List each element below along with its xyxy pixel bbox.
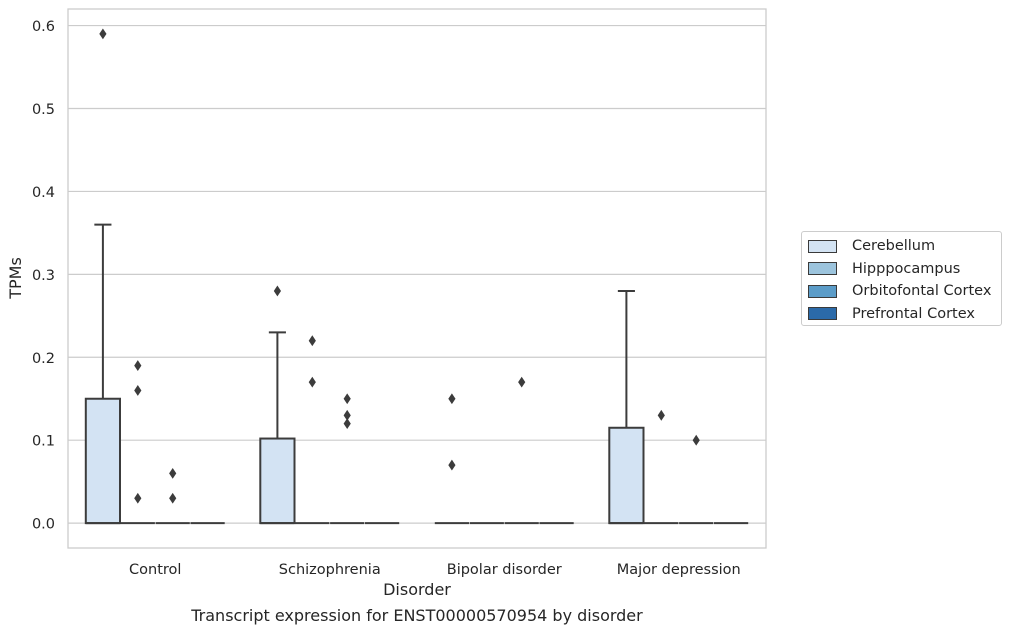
- legend-label: Prefrontal Cortex: [852, 305, 975, 322]
- box-2-3: [679, 434, 714, 525]
- legend-item-prefrontal-cortex: Prefrontal Cortex: [808, 303, 1001, 326]
- outlier-point: [134, 492, 142, 504]
- outlier-point: [692, 434, 700, 446]
- y-tick-label: 0.4: [32, 185, 55, 201]
- legend-swatch: [808, 239, 837, 253]
- outlier-point: [99, 28, 107, 40]
- box-1-1: [295, 335, 330, 525]
- x-tick-label: Control: [129, 562, 181, 578]
- y-tick-label: 0.0: [32, 517, 55, 533]
- box-0-1: [259, 285, 296, 525]
- outlier-point: [134, 360, 142, 371]
- figure-caption: Transcript expression for ENST0000057095…: [191, 606, 643, 625]
- outlier-point: [343, 418, 351, 430]
- grid-lines: [68, 24, 766, 524]
- outlier-point: [343, 409, 351, 421]
- box-0-3: [608, 289, 645, 525]
- x-tick-label: Bipolar disorder: [447, 562, 562, 578]
- legend-swatch: [808, 284, 837, 298]
- outlier-point: [448, 393, 456, 405]
- outlier-point: [308, 376, 316, 388]
- legend-item-orbitofrontal-cortex: Orbitofontal Cortex: [808, 280, 1001, 303]
- box-0-0: [84, 28, 122, 525]
- y-tick-label: 0.5: [32, 102, 55, 118]
- x-axis-label: Disorder: [383, 580, 451, 599]
- box-rect: [84, 397, 122, 525]
- box-rect: [608, 426, 645, 525]
- box-2-1: [330, 393, 365, 525]
- x-tick-label: Major depression: [617, 562, 741, 578]
- outlier-point: [273, 285, 281, 297]
- legend-item-hippocampus: Hipppocampus: [808, 258, 1001, 281]
- box-series: [84, 28, 749, 525]
- box-1-3: [644, 409, 679, 525]
- legend: Cerebellum Hipppocampus Orbitofontal Cor…: [801, 231, 1002, 326]
- x-axis-ticks: Control Schizophrenia Bipolar disorder Majo…: [129, 562, 741, 578]
- box-1-0: [120, 360, 155, 525]
- y-tick-label: 0.1: [32, 434, 55, 450]
- legend-swatch: [808, 307, 837, 321]
- y-tick-label: 0.2: [32, 351, 55, 367]
- box-2-0: [155, 467, 190, 525]
- box-2-2: [504, 376, 539, 525]
- outlier-point: [448, 459, 456, 471]
- y-tick-label: 0.3: [32, 268, 55, 284]
- outlier-point: [657, 409, 665, 421]
- box-0-2: [434, 393, 470, 525]
- y-axis-label: TPMs: [6, 257, 25, 300]
- legend-item-cerebellum: Cerebellum: [808, 235, 1001, 258]
- outlier-point: [134, 385, 142, 396]
- plot-area: [67, 8, 767, 549]
- outlier-point: [169, 492, 177, 504]
- legend-swatch: [808, 262, 837, 276]
- outlier-point: [308, 335, 316, 347]
- y-axis-ticks: 0.0 0.1 0.2 0.3 0.4 0.5 0.6: [32, 19, 55, 533]
- legend-label: Orbitofontal Cortex: [852, 283, 992, 300]
- outlier-point: [343, 393, 351, 405]
- box-rect: [259, 437, 296, 525]
- legend-label: Cerebellum: [852, 238, 936, 255]
- y-tick-label: 0.6: [32, 19, 55, 35]
- outlier-point: [169, 467, 177, 479]
- outlier-point: [518, 376, 526, 388]
- x-tick-label: Schizophrenia: [279, 562, 381, 578]
- legend-label: Hipppocampus: [852, 260, 961, 277]
